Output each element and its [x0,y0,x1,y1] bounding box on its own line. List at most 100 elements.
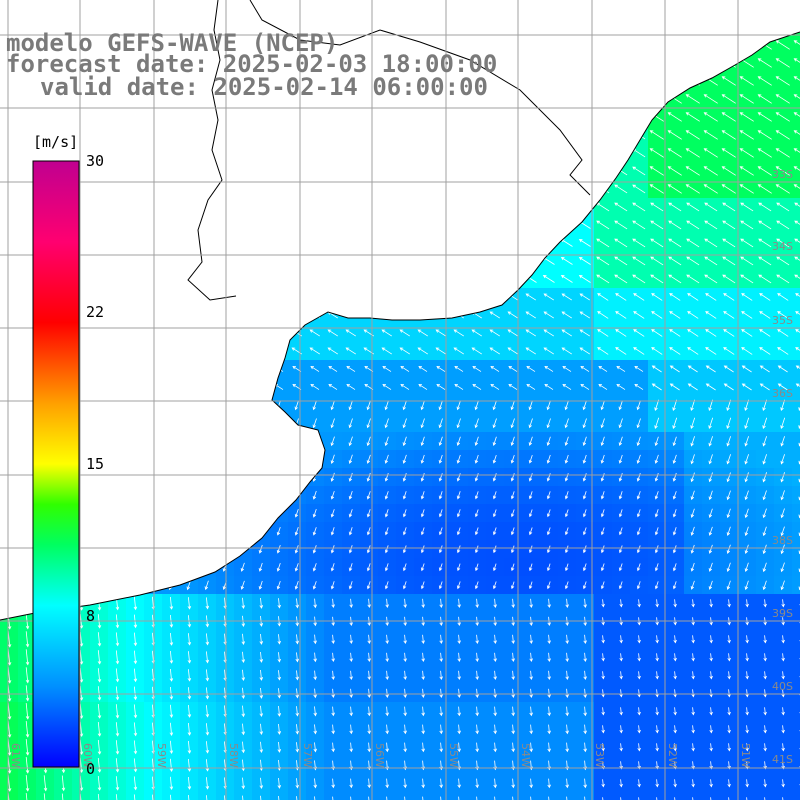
wind-arrow [475,688,479,699]
wind-arrow [436,383,446,390]
wind-arrow [187,740,192,754]
wind-arrow [474,400,479,411]
wind-arrow [600,454,605,464]
wind-arrow [727,761,731,770]
wind-cell [792,468,800,487]
wind-arrow [618,436,623,446]
wind-arrow [169,668,174,682]
wind-arrow [475,652,479,663]
wind-arrow [97,686,102,701]
wind-arrow [313,688,317,699]
wind-arrow [420,563,425,572]
wind-arrow [619,743,623,752]
wind-cell [756,792,775,800]
wind-arrow [781,653,785,662]
wind-arrow [596,220,610,230]
wind-arrow [546,418,551,429]
wind-arrow [438,545,443,554]
wind-arrow [726,399,732,411]
wind-arrow [740,238,754,248]
wind-arrow [277,688,281,699]
wind-arrow [366,472,371,482]
wind-arrow [703,184,718,194]
wind-arrow [741,347,753,355]
wind-arrow [583,688,587,699]
wind-arrow [583,598,587,609]
wind-arrow [781,779,785,788]
wind-arrow [757,148,772,158]
wind-arrow [637,689,641,698]
wind-arrow [763,779,767,788]
wind-arrow [385,688,389,699]
wind-arrow [169,704,174,719]
lon-label: 58W [227,743,240,768]
wind-arrow [727,599,731,608]
wind-arrow [565,598,569,609]
wind-arrow [489,329,501,337]
wind-arrow [722,220,736,230]
wind-arrow [421,670,425,681]
wind-arrow [493,670,497,681]
wind-arrow [721,94,736,104]
wind-arrow [601,599,605,608]
wind-arrow [457,742,461,753]
wind-arrow [331,724,335,735]
wind-arrow [79,649,84,665]
wind-arrow [637,653,641,662]
wind-arrow [780,580,785,591]
wind-arrow [97,668,102,683]
wind-arrow [367,688,371,699]
wind-cell [792,396,800,415]
wind-cell [792,216,800,235]
wind-arrow [187,758,192,772]
wind-arrow [435,329,447,337]
wind-arrow [366,454,371,464]
wind-arrow [692,797,694,800]
wind-arrow [654,399,660,411]
wind-arrow [672,509,677,518]
wind-arrow [456,436,461,447]
wind-arrow [79,793,82,800]
wind-arrow [583,634,587,645]
wind-arrow [456,454,461,464]
wind-arrow [746,797,748,800]
wind-arrow [781,671,785,680]
wind-arrow [654,454,659,464]
wind-cell [792,198,800,217]
wind-arrow [133,668,138,683]
wind-arrow [672,545,677,554]
wind-arrow [582,473,587,482]
wind-arrow [472,383,482,390]
wind-arrow [421,742,425,753]
wind-arrow [349,688,353,699]
wind-arrow [528,491,533,500]
wind-arrow [728,797,730,800]
wind-arrow [744,454,749,465]
wind-arrow [97,793,100,800]
wind-arrow [309,329,321,337]
wind-arrow [510,418,515,429]
wind-arrow [475,706,479,717]
wind-arrow [456,581,461,590]
wind-arrow [438,473,443,482]
wind-arrow [655,653,659,662]
wind-arrow [691,725,695,734]
wind-arrow [740,256,754,266]
wind-arrow [561,329,573,337]
wind-arrow [757,76,772,86]
wind-cell [792,522,800,541]
wind-arrow [708,417,714,429]
wind-arrow [740,220,754,230]
model-title: modelo GEFS-WAVE (NCEP) [6,29,339,57]
wind-arrow [529,598,533,609]
wind-arrow [583,724,587,735]
wind-arrow [757,112,772,122]
wind-arrow [632,220,646,230]
wind-arrow [241,759,246,772]
wind-arrow [745,671,749,680]
wind-arrow [775,40,790,50]
wind-arrow [780,544,785,555]
wind-arrow [454,365,464,372]
wind-arrow [420,472,425,482]
wind-arrow [781,689,785,698]
